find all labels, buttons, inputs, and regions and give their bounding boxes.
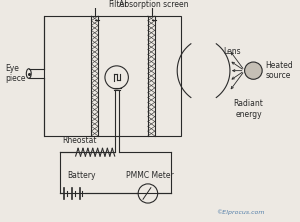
Text: Radiant
energy: Radiant energy — [234, 99, 263, 119]
Text: Heated
source: Heated source — [265, 61, 293, 80]
Text: ©Elprocus.com: ©Elprocus.com — [216, 209, 265, 215]
Ellipse shape — [26, 69, 31, 78]
Text: Lens: Lens — [223, 47, 241, 56]
Text: PMMC Meter: PMMC Meter — [126, 171, 174, 180]
Circle shape — [138, 184, 158, 203]
Text: Rheostat: Rheostat — [62, 136, 97, 145]
Text: Battery: Battery — [67, 171, 96, 180]
Text: Eye
piece: Eye piece — [5, 64, 26, 83]
Circle shape — [105, 66, 128, 89]
Text: Absorption screen: Absorption screen — [118, 0, 188, 9]
Circle shape — [244, 62, 262, 79]
Text: Filter: Filter — [108, 0, 127, 9]
Bar — [44, 16, 181, 136]
